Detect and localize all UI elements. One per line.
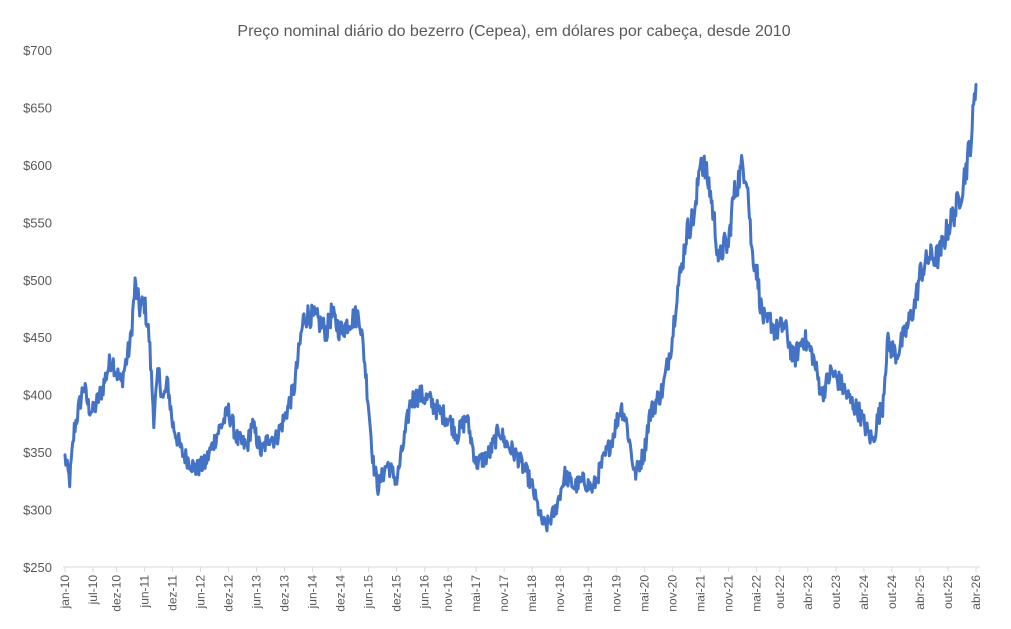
- y-tick-label: $600: [23, 158, 52, 173]
- x-tick-label: mai-19: [581, 575, 595, 612]
- x-tick-label: abr-25: [913, 575, 927, 610]
- y-tick-label: $250: [23, 560, 52, 575]
- x-tick-label: dez-14: [334, 575, 348, 612]
- x-tick-label: nov-18: [553, 575, 567, 612]
- x-tick-label: out-23: [829, 575, 843, 609]
- y-tick-label: $550: [23, 215, 52, 230]
- x-tick-label: abr-26: [969, 575, 983, 610]
- x-tick-label: jun-11: [137, 575, 151, 609]
- x-tick-label: jun-16: [418, 575, 432, 610]
- y-tick-label: $700: [23, 43, 52, 58]
- chart-title: Preço nominal diário do bezerro (Cepea),…: [237, 23, 790, 40]
- x-tick-label: dez-10: [109, 575, 123, 612]
- x-tick-label: out-24: [885, 575, 899, 609]
- x-tick-label: jun-15: [362, 575, 376, 610]
- x-tick-label: nov-17: [497, 575, 511, 612]
- x-tick-label: mai-20: [637, 575, 651, 612]
- x-tick-label: out-25: [941, 575, 955, 609]
- x-tick-label: dez-15: [390, 575, 404, 612]
- x-tick-label: abr-24: [857, 575, 871, 610]
- x-tick-label: dez-13: [278, 575, 292, 612]
- x-tick-label: nov-19: [609, 575, 623, 612]
- y-tick-label: $300: [23, 503, 52, 518]
- x-tick-label: out-22: [773, 575, 787, 609]
- y-tick-label: $500: [23, 273, 52, 288]
- x-tick-label: jun-13: [250, 575, 264, 610]
- x-tick-label: jan-10: [58, 575, 72, 610]
- x-tick-label: abr-23: [801, 575, 815, 610]
- x-axis: jan-10 jul-10 dez-10 jun-11 dez-11 jun-12 dez-…: [58, 567, 983, 612]
- x-tick-label: jun-12: [193, 575, 207, 610]
- x-tick-label: mai-22: [749, 575, 763, 612]
- series-line: [63, 83, 978, 533]
- y-tick-label: $400: [23, 388, 52, 403]
- x-tick-label: nov-21: [721, 575, 735, 612]
- x-tick-label: mai-17: [469, 575, 483, 612]
- x-tick-label: jul-10: [86, 575, 100, 606]
- x-tick-label: dez-12: [222, 575, 236, 612]
- y-axis: $250 $300 $350 $400 $450 $500 $550 $600 $650 $700: [23, 43, 52, 575]
- x-tick-label: mai-21: [693, 575, 707, 612]
- x-tick-label: nov-16: [441, 575, 455, 612]
- x-tick-label: mai-18: [525, 575, 539, 612]
- y-tick-label: $350: [23, 445, 52, 460]
- x-tick-label: nov-20: [665, 575, 679, 612]
- y-tick-label: $450: [23, 330, 52, 345]
- y-tick-label: $650: [23, 100, 52, 115]
- x-tick-label: jun-14: [306, 575, 320, 610]
- x-tick-label: dez-11: [165, 575, 179, 611]
